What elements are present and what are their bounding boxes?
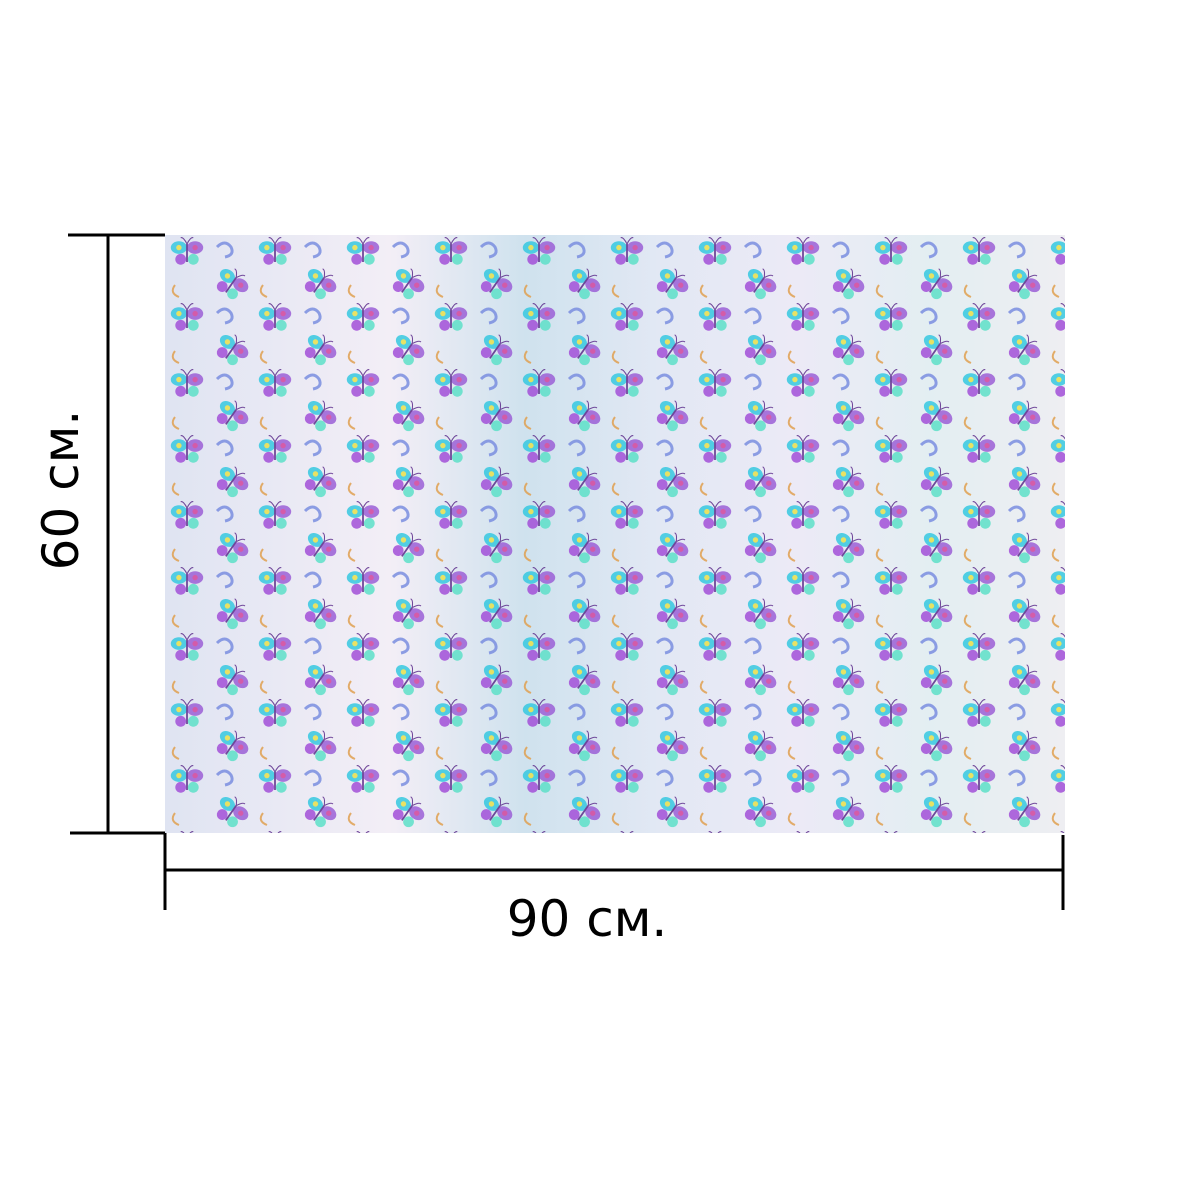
- height-label: 60 см.: [32, 410, 90, 571]
- height-dimension: 60 см.: [32, 233, 165, 835]
- width-label: 90 см.: [507, 890, 668, 948]
- width-dimension: 90 см.: [163, 833, 1065, 948]
- fabric: [165, 235, 1065, 833]
- fabric-pattern: [165, 235, 1065, 833]
